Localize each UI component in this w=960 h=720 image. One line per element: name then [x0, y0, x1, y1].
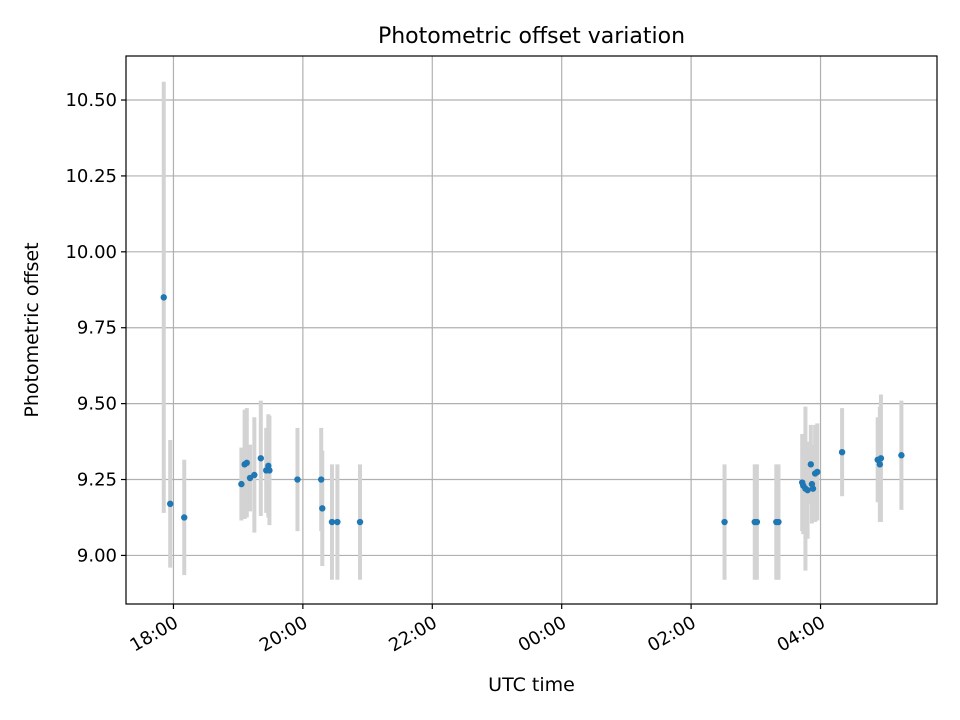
data-point: [257, 455, 265, 462]
data-point: [238, 480, 245, 488]
y-tick-label: 9.50: [77, 394, 117, 415]
grid: [126, 56, 937, 604]
y-tick-label: 10.25: [65, 166, 117, 187]
data-point: [334, 518, 341, 526]
error-bars: [161, 81, 904, 580]
data-point: [167, 500, 174, 508]
data-point: [838, 448, 846, 456]
data-point: [160, 294, 167, 301]
data-point: [814, 468, 821, 476]
data-point: [356, 518, 364, 526]
data-point: [251, 471, 258, 479]
data-point: [753, 518, 761, 526]
data-points: [160, 294, 905, 526]
x-tick-label: 22:00: [385, 612, 440, 656]
data-point: [243, 459, 250, 467]
plot-frame: [125, 55, 938, 605]
data-point: [181, 514, 188, 521]
data-point: [877, 455, 885, 462]
data-point: [294, 476, 301, 483]
y-tick-label: 10.50: [65, 90, 117, 111]
y-axis-ticks: 9.00 9.25 9.50 9.75 10.00 10.25 10.50: [65, 90, 126, 566]
x-tick-label: 20:00: [256, 612, 311, 656]
data-point: [266, 467, 273, 474]
x-axis-ticks: 18:00 20:00 22:00 00:00 02:00 04:00: [127, 604, 829, 656]
data-point: [721, 518, 728, 526]
data-point: [809, 485, 817, 492]
data-point: [318, 476, 325, 483]
x-tick-label: 18:00: [127, 612, 182, 656]
data-point: [807, 461, 815, 468]
y-tick-label: 9.25: [77, 470, 117, 491]
y-tick-label: 10.00: [65, 242, 117, 263]
data-point: [319, 505, 326, 512]
x-tick-label: 02:00: [644, 612, 699, 656]
data-point: [775, 518, 782, 526]
chart-title: Photometric offset variation: [378, 24, 685, 49]
x-tick-label: 04:00: [774, 612, 829, 656]
x-tick-label: 00:00: [515, 612, 570, 656]
data-point: [876, 461, 884, 468]
x-axis-label: UTC time: [488, 674, 575, 696]
y-axis-label: Photometric offset: [21, 242, 43, 417]
data-point: [328, 518, 336, 526]
y-tick-label: 9.75: [77, 318, 117, 339]
data-point: [804, 486, 811, 494]
y-tick-label: 9.00: [77, 545, 117, 566]
data-point: [898, 452, 905, 459]
